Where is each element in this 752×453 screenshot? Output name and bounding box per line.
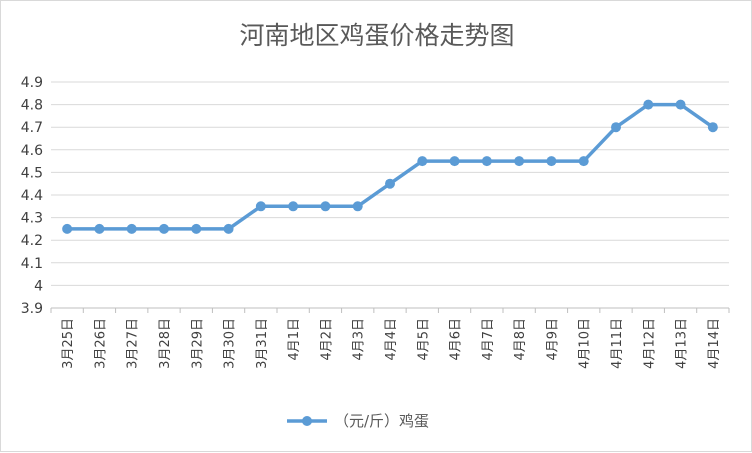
legend-marker [302, 416, 312, 426]
y-tick-label: 3.9 [21, 301, 43, 317]
data-point [352, 201, 363, 212]
data-point [643, 99, 654, 110]
x-tick-label: 4月3日 [352, 318, 367, 361]
x-tick-label: 4月9日 [545, 318, 560, 361]
legend: （元/斤）鸡蛋 [287, 412, 429, 430]
y-tick-label: 4.6 [21, 143, 43, 159]
x-tick-label: 4月7日 [481, 318, 496, 361]
data-point [611, 122, 621, 133]
x-tick-label: 4月12日 [642, 318, 657, 369]
x-tick-label: 3月30日 [223, 318, 238, 369]
x-tick-label: 4月1日 [287, 318, 302, 361]
y-tick-label: 4.2 [21, 233, 43, 249]
series-layer [62, 99, 718, 234]
data-point [62, 223, 73, 234]
x-tick-label: 3月29日 [190, 318, 205, 369]
data-point [385, 178, 395, 189]
data-point [191, 223, 202, 234]
y-tick-label: 4.3 [21, 211, 43, 227]
x-tick-label: 4月10日 [578, 318, 593, 369]
data-point [481, 156, 492, 167]
data-point [449, 156, 460, 167]
gridlines [51, 81, 729, 309]
data-point [514, 156, 525, 167]
data-point [417, 156, 428, 167]
x-tick-label: 4月4日 [384, 318, 399, 361]
data-point [578, 156, 589, 167]
y-tick-label: 4.5 [21, 165, 43, 181]
data-point [675, 99, 686, 110]
x-tick-label: 4月8日 [513, 318, 528, 361]
x-tick-label: 4月13日 [675, 318, 690, 369]
y-tick-label: 4.4 [21, 188, 43, 204]
x-tick-label: 4月5日 [416, 318, 431, 361]
x-tick-label: 4月2日 [319, 318, 334, 361]
x-axis: 3月25日 3月26日 3月27日 3月28日 3月29日 3月30日 3月31日 4月1日 4… [50, 307, 730, 369]
x-tick-label: 3月28日 [158, 318, 173, 369]
data-point [159, 223, 169, 234]
x-tick-label: 4月14日 [707, 318, 722, 369]
y-tick-label: 4.7 [21, 120, 43, 136]
data-point [320, 201, 331, 212]
x-tick-label: 3月25日 [61, 318, 76, 369]
chart-title: 河南地区鸡蛋价格走势图 [239, 21, 514, 50]
x-tick-label: 3月26日 [93, 318, 108, 369]
x-tick-label: 3月27日 [126, 318, 141, 369]
data-point [288, 201, 299, 212]
data-point [255, 201, 266, 212]
y-tick-label: 4.9 [21, 75, 43, 91]
data-point [94, 223, 105, 234]
data-point [126, 223, 137, 234]
y-tick-label: 4.1 [21, 256, 43, 272]
data-point [223, 223, 234, 234]
legend-label: （元/斤）鸡蛋 [334, 412, 429, 430]
x-tick-label: 3月31日 [255, 318, 270, 369]
x-tick-label: 4月6日 [449, 318, 464, 361]
data-point [546, 156, 557, 167]
y-tick-label: 4 [34, 278, 43, 294]
x-tick-label: 4月11日 [610, 318, 625, 369]
y-tick-label: 4.8 [21, 98, 43, 114]
y-axis: 3.9 4 4.1 4.2 4.3 4.4 4.5 4.6 4.7 4.8 4.9 [21, 75, 43, 317]
data-point [707, 122, 718, 133]
